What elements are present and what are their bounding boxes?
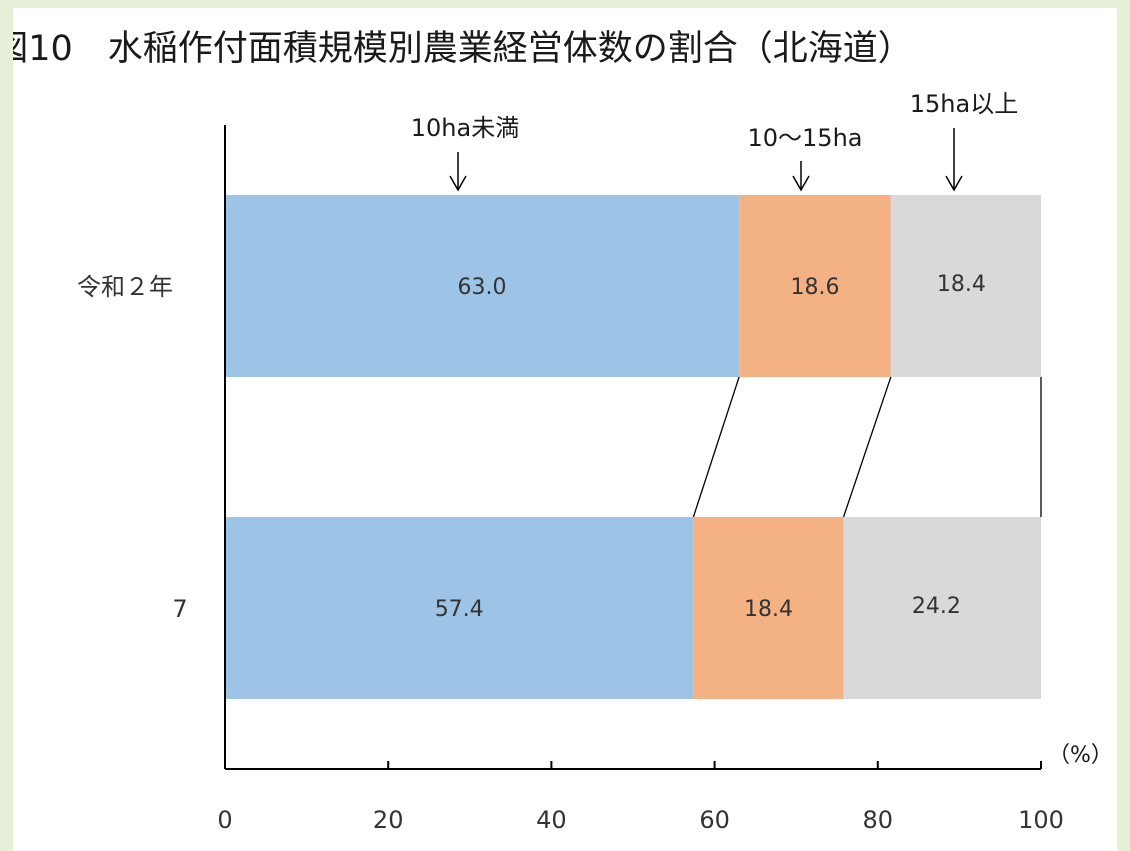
stacked-bar-chart: 図10 水稲作付面積規模別農業経営体数の割合（北海道） 63.0 18.6 18.4… — [13, 29, 1113, 834]
bar-segment — [225, 517, 694, 699]
plot-area: 63.0 18.6 18.4 令和２年 57.4 18.4 24.2 7 0 20 40 60 80 10… — [77, 90, 1113, 834]
chart-frame: 図10 水稲作付面積規模別農業経営体数の割合（北海道） 63.0 18.6 18.4… — [13, 8, 1117, 851]
series-label: 10～15ha — [748, 124, 863, 152]
x-tick-label: 40 — [536, 806, 567, 834]
series-arrow-head — [945, 175, 963, 192]
bar-segment — [843, 517, 1041, 699]
bar-segment — [890, 195, 1041, 377]
x-tick-label: 20 — [373, 806, 404, 834]
data-label: 18.4 — [937, 272, 986, 297]
data-label: 18.6 — [790, 275, 839, 300]
connector-line — [692, 376, 740, 518]
data-label: 18.4 — [744, 597, 793, 622]
x-axis-unit: （%） — [1048, 743, 1113, 768]
series-label: 15ha以上 — [910, 90, 1018, 118]
data-label: 24.2 — [912, 594, 961, 619]
connector-line — [842, 376, 892, 518]
series-label: 10ha未満 — [411, 114, 519, 142]
category-label: 令和２年 — [77, 273, 173, 301]
x-tick-label: 0 — [217, 806, 232, 834]
bar-segment — [739, 195, 891, 377]
category-label: 7 — [172, 595, 187, 623]
x-tick-label: 80 — [863, 806, 894, 834]
bar-segment — [225, 195, 740, 377]
series-arrow-head — [792, 175, 810, 192]
bar-segment — [693, 517, 844, 699]
data-label: 57.4 — [435, 597, 484, 622]
chart-title: 図10 水稲作付面積規模別農業経営体数の割合（北海道） — [13, 29, 913, 69]
x-tick-label: 60 — [699, 806, 730, 834]
data-label: 63.0 — [458, 275, 507, 300]
x-tick-label: 100 — [1018, 806, 1064, 834]
series-arrow-head — [449, 175, 467, 192]
